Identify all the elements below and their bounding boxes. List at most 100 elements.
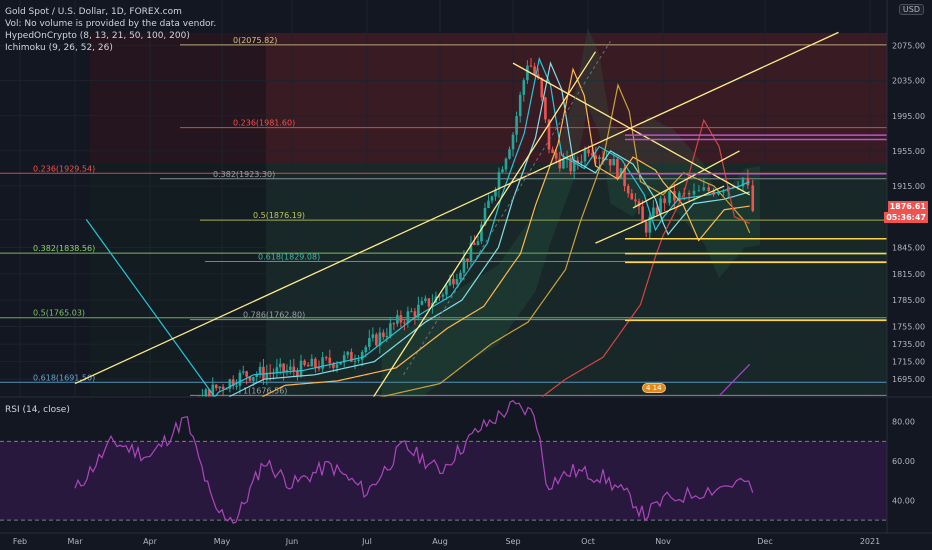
candle-body	[218, 386, 221, 389]
candle-body	[262, 366, 265, 379]
candle-body	[445, 285, 448, 295]
fib-label: 0.382(1838.56)	[33, 244, 95, 253]
time-tick-label: Mar	[67, 537, 83, 546]
candle-body	[455, 279, 459, 285]
candle-body	[406, 311, 410, 324]
candle-body	[265, 372, 269, 379]
candle-body	[469, 243, 473, 262]
indicator-hypedoncrypto[interactable]: HypedOnCrypto (8, 13, 21, 50, 100, 200)	[5, 31, 190, 41]
price-axis[interactable]: 2075.002035.001995.001955.001915.001876.…	[892, 42, 925, 385]
candle-body	[540, 78, 544, 98]
rsi-title[interactable]: RSI (14, close)	[5, 405, 70, 415]
candle-body	[278, 363, 282, 368]
candle-body	[399, 315, 403, 323]
candle-body	[623, 168, 626, 187]
time-axis[interactable]: Feb Mar Apr May Jun Jul Aug Sep Oct Nov Dec 2021	[13, 537, 880, 546]
candle-body	[707, 187, 710, 191]
candle-body	[211, 384, 215, 399]
candle-body	[285, 369, 289, 373]
candle-body	[605, 159, 608, 161]
candle-body	[364, 346, 368, 353]
volume-note: Vol: No volume is provided by the data v…	[5, 19, 217, 29]
candle-body	[626, 186, 630, 194]
candle-body	[382, 332, 385, 337]
moving-average-line	[228, 61, 750, 398]
candle-body	[722, 191, 725, 193]
candle-body	[310, 358, 314, 367]
candle-body	[221, 386, 225, 390]
candle-body	[678, 192, 681, 201]
candle-body	[504, 158, 508, 170]
moving-averages	[85, 56, 751, 400]
fib-label: 0.382(1923.30)	[213, 170, 275, 179]
time-tick-label: Nov	[655, 537, 671, 546]
time-tick-label: May	[214, 537, 231, 546]
trendlines	[74, 31, 839, 420]
candle-body	[692, 190, 696, 195]
candle-body	[427, 298, 431, 307]
candle-body	[317, 367, 321, 369]
candle-body	[608, 159, 612, 166]
candle-body	[282, 363, 285, 373]
candle-body	[751, 185, 755, 211]
rsi-pane	[0, 397, 887, 533]
candle-body	[417, 304, 420, 317]
fib-label: 0.618(1829.08)	[258, 252, 320, 261]
candle-body	[580, 161, 583, 163]
candle-body	[712, 190, 715, 195]
candle-body	[353, 360, 357, 362]
candle-body	[598, 157, 601, 159]
candle-body	[641, 206, 644, 223]
candle-body	[424, 298, 427, 301]
candle-body	[616, 159, 619, 179]
moving-average-line	[718, 363, 751, 397]
fib-label: 0.5(1876.19)	[253, 211, 305, 220]
candle-body	[687, 192, 691, 195]
candle-body	[544, 97, 547, 120]
candle-body	[204, 389, 208, 397]
candle-body	[238, 372, 242, 386]
rsi-indicator	[0, 400, 887, 525]
candle-body	[483, 208, 487, 225]
indicator-ichimoku[interactable]: Ichimoku (9, 26, 52, 26)	[5, 43, 113, 53]
candle-body	[413, 311, 417, 317]
fib-label: 0.236(1981.60)	[233, 119, 295, 128]
moving-average-line	[260, 67, 750, 399]
candle-body	[634, 199, 637, 202]
chart-legend: Gold Spot / U.S. Dollar, 1D, FOREX.com V…	[5, 6, 216, 54]
price-tick-label: 1915.00	[892, 182, 925, 191]
fib-label: 0(2075.82)	[233, 36, 277, 45]
candle-body	[375, 334, 378, 346]
fib-levels: 0(2075.82) 0.236(1981.60) 0.236(1929.54) 0.…	[0, 36, 887, 396]
price-tick-label: 1955.00	[892, 147, 925, 156]
candle-body	[490, 196, 494, 201]
candle-body	[245, 371, 248, 377]
cloud-area	[381, 28, 760, 413]
candle-body	[741, 177, 745, 187]
price-tick-label: 1715.00	[892, 358, 925, 367]
moving-average-line	[351, 83, 751, 400]
candle-body	[228, 379, 232, 389]
rsi-tick-label: 60.00	[892, 457, 915, 466]
symbol-title[interactable]: Gold Spot / U.S. Dollar, 1D, FOREX.com	[5, 7, 182, 17]
trendline	[512, 62, 751, 196]
rsi-axis[interactable]: 80.00 60.00 40.00	[892, 418, 915, 506]
candle-body	[655, 207, 659, 215]
trendline	[632, 150, 740, 209]
candle-body	[487, 200, 490, 209]
candle-body	[717, 191, 720, 195]
candle-body	[339, 362, 342, 365]
currency-badge[interactable]: USD	[898, 4, 924, 15]
last-price-tag: 1876.61	[887, 201, 928, 212]
time-tick-label: Oct	[581, 537, 595, 546]
price-tick-label: 2035.00	[892, 77, 925, 86]
candle-body	[235, 385, 238, 387]
rsi-tick-label: 80.00	[892, 418, 915, 427]
moving-average-line	[538, 118, 750, 400]
events-badge[interactable]: 4 14	[642, 383, 666, 393]
candle-body	[438, 296, 441, 298]
candle-body	[630, 193, 634, 200]
candle-body	[494, 189, 497, 197]
time-tick-label: Aug	[432, 537, 448, 546]
